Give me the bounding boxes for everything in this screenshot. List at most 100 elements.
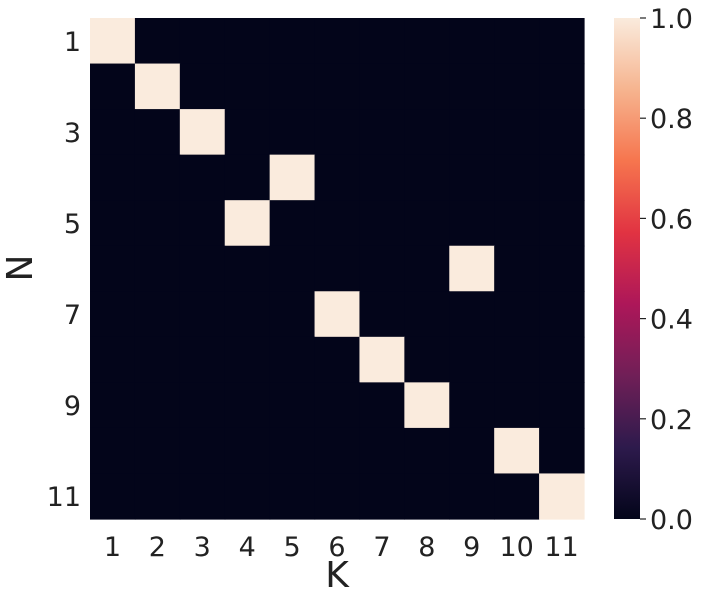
heatmap-cell bbox=[224, 109, 271, 156]
heatmap-cell bbox=[314, 63, 361, 110]
heatmap-cell bbox=[179, 154, 226, 201]
heatmap-cell bbox=[449, 63, 495, 110]
heatmap-cell bbox=[404, 291, 450, 338]
heatmap-cell bbox=[90, 154, 136, 201]
heatmap-cell bbox=[134, 427, 181, 475]
heatmap-cell bbox=[494, 382, 540, 429]
heatmap-cell bbox=[494, 291, 540, 338]
heatmap-cell bbox=[494, 154, 540, 201]
heatmap-cell bbox=[134, 245, 181, 292]
heatmap-cell bbox=[404, 200, 450, 247]
heatmap-cell bbox=[404, 63, 450, 110]
heatmap-cell bbox=[90, 336, 136, 383]
heatmap-cell bbox=[449, 336, 495, 383]
heatmap-cell bbox=[539, 473, 585, 520]
heatmap-cell bbox=[134, 473, 181, 520]
heatmap-cell bbox=[269, 154, 316, 201]
heatmap-cell bbox=[404, 382, 450, 429]
heatmap-cell bbox=[269, 427, 316, 475]
heatmap-cell bbox=[314, 427, 361, 475]
y-tick-label: 3 bbox=[64, 118, 81, 149]
x-tick-label: 7 bbox=[373, 532, 390, 563]
heatmap-cell bbox=[269, 63, 316, 110]
heatmap-cell bbox=[314, 382, 361, 429]
heatmap-cell bbox=[179, 473, 226, 520]
heatmap-cell bbox=[449, 200, 495, 247]
heatmap-cell bbox=[224, 473, 271, 520]
heatmap-cell bbox=[539, 63, 585, 110]
heatmap-cell bbox=[404, 473, 450, 520]
heatmap-cell bbox=[134, 109, 181, 156]
heatmap-cell bbox=[90, 291, 136, 338]
heatmap-cell bbox=[179, 382, 226, 429]
x-tick-label: 11 bbox=[544, 532, 578, 563]
y-tick-label: 1 bbox=[64, 27, 81, 58]
heatmap-cells bbox=[90, 18, 585, 520]
heatmap-cell bbox=[179, 336, 226, 383]
heatmap-cell bbox=[314, 154, 361, 201]
heatmap-cell bbox=[449, 109, 495, 156]
heatmap-cell bbox=[224, 291, 271, 338]
heatmap-cell bbox=[314, 291, 361, 338]
heatmap-cell bbox=[224, 382, 271, 429]
x-axis-label: K bbox=[325, 555, 350, 595]
heatmap-cell bbox=[404, 18, 450, 65]
heatmap-cell bbox=[494, 18, 540, 65]
heatmap-cell bbox=[494, 200, 540, 247]
heatmap-cell bbox=[539, 109, 585, 156]
heatmap-cell bbox=[179, 427, 226, 475]
heatmap-cell bbox=[359, 336, 405, 383]
colorbar-tick-label: 0.0 bbox=[650, 505, 693, 536]
heatmap-cell bbox=[179, 63, 226, 110]
heatmap-cell bbox=[224, 200, 271, 247]
heatmap-cell bbox=[449, 427, 495, 475]
heatmap-cell bbox=[90, 63, 136, 110]
heatmap-cell bbox=[359, 473, 405, 520]
colorbar bbox=[614, 18, 640, 519]
heatmap-cell bbox=[314, 200, 361, 247]
heatmap-cell bbox=[134, 18, 181, 65]
heatmap-cell bbox=[449, 473, 495, 520]
y-axis-label: N bbox=[0, 255, 41, 282]
heatmap-cell bbox=[179, 245, 226, 292]
heatmap-cell bbox=[494, 427, 540, 475]
colorbar-tick-label: 0.4 bbox=[650, 305, 693, 336]
heatmap-cell bbox=[539, 291, 585, 338]
y-axis-ticks: 1 3 5 7 9 11 bbox=[47, 27, 81, 513]
heatmap-cell bbox=[134, 336, 181, 383]
y-tick-label: 7 bbox=[64, 300, 81, 331]
heatmap-cell bbox=[494, 473, 540, 520]
colorbar-tick-label: 0.2 bbox=[650, 405, 693, 436]
heatmap-cell bbox=[539, 382, 585, 429]
x-tick-label: 5 bbox=[283, 532, 300, 563]
heatmap-cell bbox=[90, 427, 136, 475]
heatmap-cell bbox=[494, 109, 540, 156]
heatmap-cell bbox=[224, 245, 271, 292]
y-tick-label: 9 bbox=[64, 391, 81, 422]
heatmap-cell bbox=[449, 382, 495, 429]
colorbar-tick-label: 1.0 bbox=[650, 4, 693, 35]
heatmap-cell bbox=[494, 63, 540, 110]
heatmap-cell bbox=[404, 427, 450, 475]
heatmap-cell bbox=[224, 427, 271, 475]
heatmap-cell bbox=[269, 18, 316, 65]
heatmap-cell bbox=[539, 427, 585, 475]
heatmap-cell bbox=[224, 336, 271, 383]
heatmap-cell bbox=[359, 291, 405, 338]
heatmap-cell bbox=[134, 154, 181, 201]
heatmap-cell bbox=[314, 18, 361, 65]
heatmap-cell bbox=[269, 109, 316, 156]
x-tick-label: 2 bbox=[149, 532, 166, 563]
heatmap-cell bbox=[359, 109, 405, 156]
heatmap-cell bbox=[359, 200, 405, 247]
x-tick-label: 4 bbox=[239, 532, 256, 563]
x-tick-label: 10 bbox=[499, 532, 533, 563]
heatmap-cell bbox=[224, 63, 271, 110]
y-tick-label: 11 bbox=[47, 482, 81, 513]
heatmap-cell bbox=[134, 63, 181, 110]
heatmap-cell bbox=[359, 18, 405, 65]
heatmap-cell bbox=[134, 382, 181, 429]
heatmap-cell bbox=[539, 154, 585, 201]
heatmap-cell bbox=[359, 154, 405, 201]
